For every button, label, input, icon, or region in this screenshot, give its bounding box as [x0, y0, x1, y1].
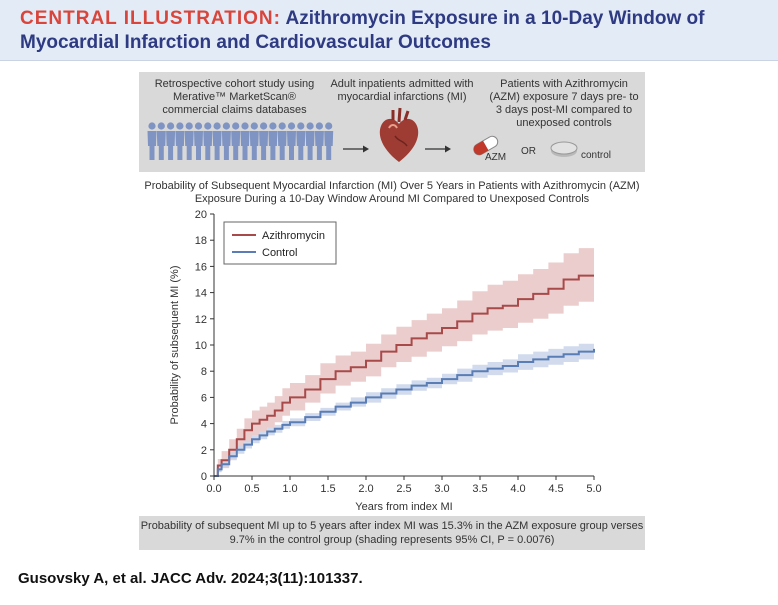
- header-banner: CENTRAL ILLUSTRATION: Azithromycin Expos…: [0, 0, 778, 61]
- y-tick-label: 0: [201, 471, 207, 483]
- y-tick-label: 12: [195, 314, 207, 326]
- plot-title: Probability of Subsequent Myocardial Inf…: [144, 180, 640, 205]
- x-tick-label: 2.5: [396, 483, 411, 495]
- person-silhouette: [296, 122, 306, 160]
- caption-box: Probability of subsequent MI up to 5 yea…: [139, 516, 645, 550]
- x-tick-label: 1.5: [320, 483, 335, 495]
- person-silhouette: [212, 122, 222, 160]
- azm-pill-icon: [473, 135, 499, 156]
- y-axis-label: Probability of subsequent MI (%): [169, 266, 181, 425]
- control-tablet-icon: [550, 141, 578, 157]
- person-silhouette: [259, 122, 269, 160]
- person-silhouette: [268, 122, 278, 160]
- y-tick-label: 4: [201, 419, 207, 431]
- person-silhouette: [305, 122, 315, 160]
- study-step-2-text: Adult inpatients admitted with myocardia…: [330, 78, 474, 103]
- study-step-3-text: Patients with Azithromycin (AZM) exposur…: [489, 78, 639, 129]
- arrow-right-icon: [343, 145, 369, 153]
- y-tick-label: 2: [201, 445, 207, 457]
- person-silhouette: [314, 122, 324, 160]
- series-line-control: [214, 348, 595, 477]
- person-silhouette: [203, 122, 213, 160]
- people-crowd-icon: [147, 122, 334, 160]
- x-tick-label: 2.0: [358, 483, 373, 495]
- ci-band-control: [214, 339, 594, 476]
- x-tick-label: 4.0: [510, 483, 525, 495]
- km-chart: 0 2 4 6 8 10 12 14 16 18 20 0.0 0.5 1.0 1.5 2.0 2.5 3.0 3.…: [169, 209, 602, 513]
- x-tick-label: 3.5: [472, 483, 487, 495]
- legend-label-azithromycin: Azithromycin: [262, 230, 325, 242]
- heart-icon: [379, 107, 419, 162]
- central-illustration-tag: CENTRAL ILLUSTRATION:: [20, 8, 281, 29]
- person-silhouette: [194, 122, 203, 160]
- header-title-text-1: Azithromycin Exposure in a 10-Day Window…: [285, 8, 705, 29]
- legend-label-control: Control: [262, 247, 297, 259]
- ci-band-azithromycin: [214, 248, 594, 476]
- x-tick-label: 5.0: [586, 483, 601, 495]
- person-silhouette: [249, 122, 259, 160]
- person-silhouette: [221, 122, 231, 160]
- x-tick-label: 1.0: [282, 483, 297, 495]
- person-silhouette: [240, 122, 250, 160]
- study-design-panel: Retrospective cohort study using Merativ…: [139, 72, 645, 172]
- person-silhouette: [184, 122, 194, 160]
- series-line-azithromycin: [214, 274, 594, 477]
- header-title-line1: CENTRAL ILLUSTRATION: Azithromycin Expos…: [20, 8, 704, 30]
- person-silhouette: [166, 122, 176, 160]
- y-tick-label: 8: [201, 366, 207, 378]
- study-step-1-text: Retrospective cohort study using Merativ…: [154, 78, 315, 116]
- person-silhouette: [324, 122, 334, 160]
- y-tick-label: 16: [195, 261, 207, 273]
- x-tick-label: 0.0: [206, 483, 221, 495]
- y-tick-label: 18: [195, 235, 207, 247]
- person-silhouette: [231, 122, 241, 160]
- or-label: OR: [521, 146, 536, 157]
- person-silhouette: [287, 122, 296, 160]
- x-axis-label: Years from index MI: [355, 501, 452, 513]
- x-tick-label: 4.5: [548, 483, 563, 495]
- header-title-line2: Myocardial Infarction and Cardiovascular…: [20, 32, 491, 53]
- x-tick-label: 0.5: [244, 483, 259, 495]
- y-tick-label: 20: [195, 209, 207, 221]
- legend-box: [223, 221, 337, 265]
- arrow-right-icon: [425, 145, 451, 153]
- person-silhouette: [277, 122, 287, 160]
- azm-label: AZM: [485, 152, 507, 163]
- person-silhouette: [156, 122, 166, 160]
- person-silhouette: [147, 122, 157, 160]
- control-label: control: [581, 150, 612, 161]
- y-tick-label: 10: [195, 340, 207, 352]
- x-tick-label: 3.0: [434, 483, 449, 495]
- person-silhouette: [175, 122, 185, 160]
- y-tick-label: 6: [201, 392, 207, 404]
- y-tick-label: 14: [195, 288, 207, 300]
- citation: Gusovsky A, et al. JACC Adv. 2024;3(11):…: [18, 570, 363, 587]
